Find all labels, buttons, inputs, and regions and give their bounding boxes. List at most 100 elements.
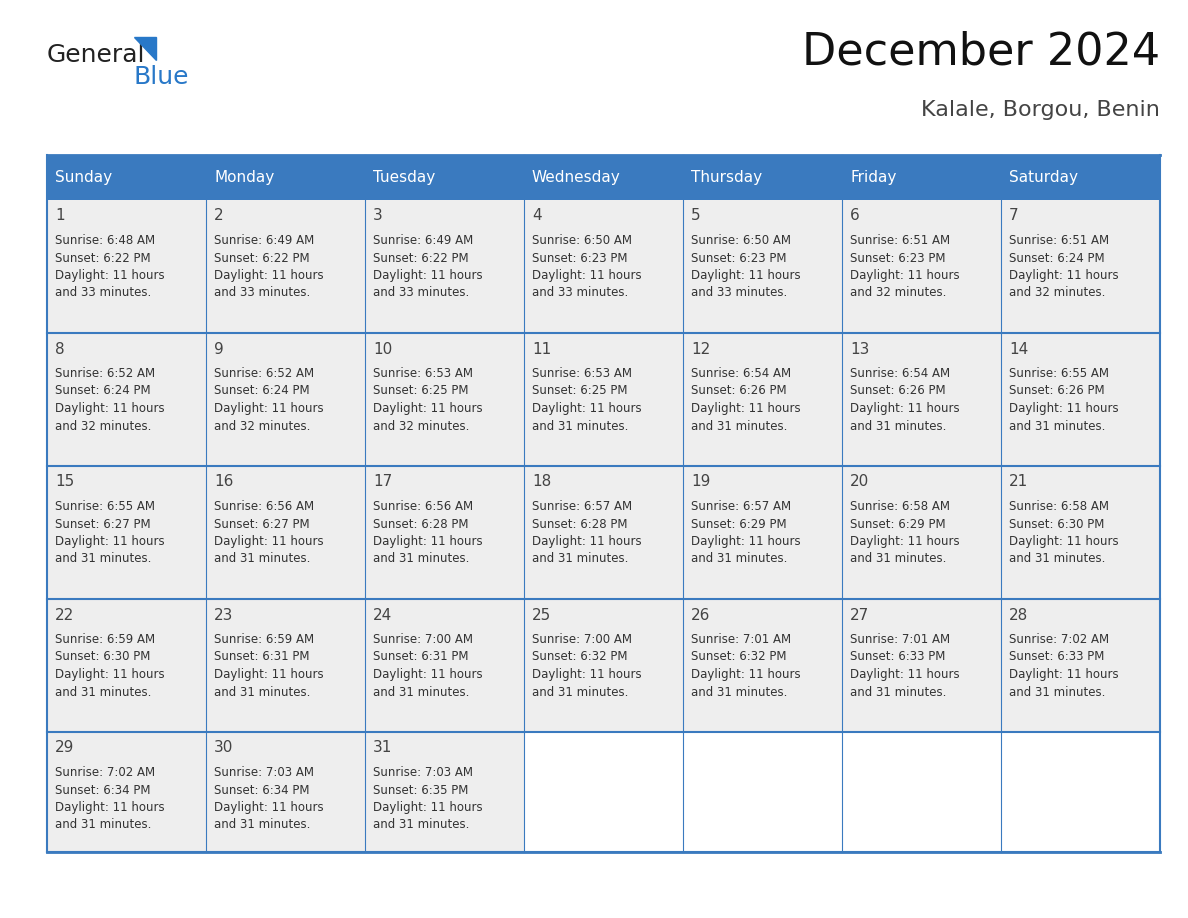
Bar bbox=[48, 155, 1159, 200]
Text: and 33 minutes.: and 33 minutes. bbox=[532, 286, 628, 299]
Text: and 31 minutes.: and 31 minutes. bbox=[214, 819, 310, 832]
Text: Sunrise: 6:58 AM: Sunrise: 6:58 AM bbox=[1009, 500, 1110, 513]
Text: Sunrise: 7:03 AM: Sunrise: 7:03 AM bbox=[373, 766, 473, 779]
Text: and 31 minutes.: and 31 minutes. bbox=[373, 553, 469, 565]
Text: Sunrise: 6:57 AM: Sunrise: 6:57 AM bbox=[691, 500, 791, 513]
Text: 12: 12 bbox=[691, 341, 710, 356]
Text: and 31 minutes.: and 31 minutes. bbox=[55, 553, 151, 565]
Text: Daylight: 11 hours: Daylight: 11 hours bbox=[55, 269, 165, 282]
Text: Sunset: 6:22 PM: Sunset: 6:22 PM bbox=[214, 252, 310, 264]
Text: and 33 minutes.: and 33 minutes. bbox=[214, 286, 310, 299]
Text: Sunrise: 6:53 AM: Sunrise: 6:53 AM bbox=[373, 367, 473, 380]
Text: Daylight: 11 hours: Daylight: 11 hours bbox=[849, 269, 960, 282]
Text: 19: 19 bbox=[691, 475, 710, 489]
Text: Daylight: 11 hours: Daylight: 11 hours bbox=[691, 535, 801, 548]
Text: Daylight: 11 hours: Daylight: 11 hours bbox=[214, 801, 323, 814]
Text: Daylight: 11 hours: Daylight: 11 hours bbox=[1009, 535, 1119, 548]
Text: Sunset: 6:23 PM: Sunset: 6:23 PM bbox=[849, 252, 946, 264]
Text: Monday: Monday bbox=[214, 170, 274, 185]
Text: Friday: Friday bbox=[849, 170, 897, 185]
Text: Sunrise: 7:03 AM: Sunrise: 7:03 AM bbox=[214, 766, 314, 779]
Text: and 31 minutes.: and 31 minutes. bbox=[691, 686, 788, 699]
Bar bbox=[842, 732, 1001, 852]
Text: 24: 24 bbox=[373, 608, 392, 622]
Text: Sunset: 6:35 PM: Sunset: 6:35 PM bbox=[373, 783, 468, 797]
Bar bbox=[48, 200, 1159, 333]
Text: Wednesday: Wednesday bbox=[532, 170, 621, 185]
Text: 30: 30 bbox=[214, 741, 233, 756]
Text: Sunrise: 7:00 AM: Sunrise: 7:00 AM bbox=[373, 633, 473, 646]
Text: Sunrise: 6:59 AM: Sunrise: 6:59 AM bbox=[55, 633, 156, 646]
Text: and 31 minutes.: and 31 minutes. bbox=[214, 553, 310, 565]
Text: Daylight: 11 hours: Daylight: 11 hours bbox=[849, 668, 960, 681]
Text: Sunset: 6:24 PM: Sunset: 6:24 PM bbox=[1009, 252, 1105, 264]
Text: Daylight: 11 hours: Daylight: 11 hours bbox=[1009, 269, 1119, 282]
Text: Daylight: 11 hours: Daylight: 11 hours bbox=[532, 668, 642, 681]
Text: Sunset: 6:32 PM: Sunset: 6:32 PM bbox=[532, 651, 627, 664]
Text: Sunset: 6:28 PM: Sunset: 6:28 PM bbox=[532, 518, 627, 531]
Text: Daylight: 11 hours: Daylight: 11 hours bbox=[373, 668, 482, 681]
Text: Sunset: 6:26 PM: Sunset: 6:26 PM bbox=[691, 385, 786, 397]
Text: Sunrise: 6:59 AM: Sunrise: 6:59 AM bbox=[214, 633, 314, 646]
Text: Sunset: 6:25 PM: Sunset: 6:25 PM bbox=[373, 385, 468, 397]
Bar bbox=[48, 333, 1159, 466]
Text: Sunrise: 6:54 AM: Sunrise: 6:54 AM bbox=[691, 367, 791, 380]
Text: Sunset: 6:34 PM: Sunset: 6:34 PM bbox=[214, 783, 310, 797]
Text: Daylight: 11 hours: Daylight: 11 hours bbox=[55, 535, 165, 548]
Text: and 31 minutes.: and 31 minutes. bbox=[532, 686, 628, 699]
Text: and 31 minutes.: and 31 minutes. bbox=[1009, 553, 1105, 565]
Text: and 32 minutes.: and 32 minutes. bbox=[1009, 286, 1105, 299]
Text: Sunset: 6:33 PM: Sunset: 6:33 PM bbox=[1009, 651, 1105, 664]
Text: Daylight: 11 hours: Daylight: 11 hours bbox=[532, 402, 642, 415]
Text: and 31 minutes.: and 31 minutes. bbox=[849, 553, 947, 565]
Text: Sunset: 6:22 PM: Sunset: 6:22 PM bbox=[373, 252, 468, 264]
Text: Sunrise: 6:56 AM: Sunrise: 6:56 AM bbox=[214, 500, 314, 513]
Text: General: General bbox=[48, 43, 145, 67]
Text: Daylight: 11 hours: Daylight: 11 hours bbox=[849, 535, 960, 548]
Text: 5: 5 bbox=[691, 208, 701, 223]
Text: Daylight: 11 hours: Daylight: 11 hours bbox=[373, 801, 482, 814]
Text: 16: 16 bbox=[214, 475, 233, 489]
Text: and 33 minutes.: and 33 minutes. bbox=[373, 286, 469, 299]
Text: Sunrise: 6:54 AM: Sunrise: 6:54 AM bbox=[849, 367, 950, 380]
Text: 29: 29 bbox=[55, 741, 75, 756]
Text: Daylight: 11 hours: Daylight: 11 hours bbox=[691, 668, 801, 681]
Text: Daylight: 11 hours: Daylight: 11 hours bbox=[214, 668, 323, 681]
Text: Sunrise: 6:49 AM: Sunrise: 6:49 AM bbox=[214, 234, 315, 247]
Text: and 32 minutes.: and 32 minutes. bbox=[214, 420, 310, 432]
Text: Sunrise: 6:55 AM: Sunrise: 6:55 AM bbox=[1009, 367, 1110, 380]
Text: and 33 minutes.: and 33 minutes. bbox=[55, 286, 151, 299]
Text: and 31 minutes.: and 31 minutes. bbox=[532, 553, 628, 565]
Text: Daylight: 11 hours: Daylight: 11 hours bbox=[55, 402, 165, 415]
Text: Daylight: 11 hours: Daylight: 11 hours bbox=[214, 402, 323, 415]
Text: 15: 15 bbox=[55, 475, 74, 489]
Text: 31: 31 bbox=[373, 741, 392, 756]
Text: Sunset: 6:23 PM: Sunset: 6:23 PM bbox=[691, 252, 786, 264]
Text: Daylight: 11 hours: Daylight: 11 hours bbox=[532, 269, 642, 282]
Text: 2: 2 bbox=[214, 208, 223, 223]
Text: and 31 minutes.: and 31 minutes. bbox=[1009, 420, 1105, 432]
Text: Sunrise: 6:52 AM: Sunrise: 6:52 AM bbox=[214, 367, 314, 380]
Text: Sunrise: 7:00 AM: Sunrise: 7:00 AM bbox=[532, 633, 632, 646]
Text: and 32 minutes.: and 32 minutes. bbox=[55, 420, 151, 432]
Text: Sunset: 6:24 PM: Sunset: 6:24 PM bbox=[214, 385, 310, 397]
Text: Sunrise: 6:55 AM: Sunrise: 6:55 AM bbox=[55, 500, 154, 513]
Text: Kalale, Borgou, Benin: Kalale, Borgou, Benin bbox=[921, 100, 1159, 120]
Text: Sunrise: 6:52 AM: Sunrise: 6:52 AM bbox=[55, 367, 156, 380]
Text: Sunrise: 6:48 AM: Sunrise: 6:48 AM bbox=[55, 234, 156, 247]
Text: 6: 6 bbox=[849, 208, 860, 223]
Text: Daylight: 11 hours: Daylight: 11 hours bbox=[214, 269, 323, 282]
Text: Sunset: 6:29 PM: Sunset: 6:29 PM bbox=[849, 518, 946, 531]
Text: Sunset: 6:30 PM: Sunset: 6:30 PM bbox=[1009, 518, 1105, 531]
Text: Saturday: Saturday bbox=[1009, 170, 1078, 185]
Text: Sunset: 6:34 PM: Sunset: 6:34 PM bbox=[55, 783, 151, 797]
Text: Sunrise: 6:58 AM: Sunrise: 6:58 AM bbox=[849, 500, 950, 513]
Text: Daylight: 11 hours: Daylight: 11 hours bbox=[691, 402, 801, 415]
Text: Sunset: 6:26 PM: Sunset: 6:26 PM bbox=[849, 385, 946, 397]
Text: Sunset: 6:27 PM: Sunset: 6:27 PM bbox=[214, 518, 310, 531]
Text: Daylight: 11 hours: Daylight: 11 hours bbox=[691, 269, 801, 282]
Text: Sunset: 6:30 PM: Sunset: 6:30 PM bbox=[55, 651, 151, 664]
Polygon shape bbox=[134, 37, 156, 60]
Text: and 32 minutes.: and 32 minutes. bbox=[373, 420, 469, 432]
Text: and 31 minutes.: and 31 minutes. bbox=[691, 420, 788, 432]
